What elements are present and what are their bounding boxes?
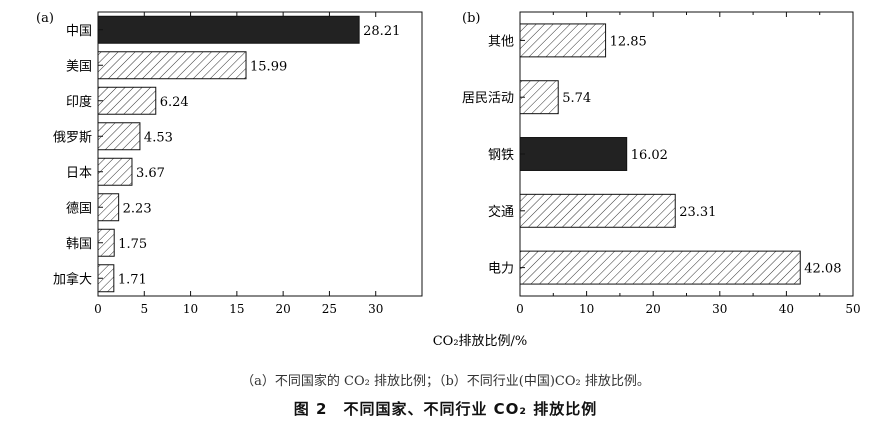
bar-a-1 xyxy=(97,51,247,80)
x-tick-label-b-0: 0 xyxy=(516,302,524,316)
y-tick-label-b-0: 其他 xyxy=(488,34,514,49)
data-label-a-3: 4.53 xyxy=(144,130,173,145)
chart-panel-b: (b) 0 10 20 30 40 50 其他 12.85 居民活动 5.74 钢铁 16.02 交通 23… xyxy=(462,11,861,316)
y-tick-label-a-2: 印度 xyxy=(66,94,92,110)
y-tick-label-b-2: 钢铁 xyxy=(488,148,514,163)
data-label-a-4: 3.67 xyxy=(136,166,165,181)
panel-label-b: (b) xyxy=(462,11,480,26)
y-tick-label-a-7: 加拿大 xyxy=(53,271,92,287)
figure-subcaption: （a）不同国家的 CO₂ 排放比例；（b）不同行业(中国)CO₂ 排放比例。 xyxy=(241,374,650,389)
figure-canvas: (a) 0 5 10 15 20 25 30 中国 28.21 美国 15.99 印度 6.24 俄罗斯 4.… xyxy=(36,11,861,349)
bar-b-4 xyxy=(519,250,801,285)
x-tick-label-b-40: 40 xyxy=(779,302,794,316)
data-label-a-2: 6.24 xyxy=(160,95,189,110)
bar-b-1 xyxy=(519,80,559,115)
y-tick-label-a-6: 韩国 xyxy=(66,237,92,252)
y-tick-label-a-1: 美国 xyxy=(66,59,92,74)
x-tick-label-a-25: 25 xyxy=(322,302,337,316)
y-tick-label-b-1: 居民活动 xyxy=(462,91,514,106)
x-tick-label-a-15: 15 xyxy=(229,302,244,316)
y-tick-label-a-5: 德国 xyxy=(66,201,92,216)
bar-a-2 xyxy=(97,86,157,115)
y-tick-label-a-3: 俄罗斯 xyxy=(53,130,92,145)
bar-b-3 xyxy=(519,193,676,228)
plot-frame-a xyxy=(97,11,423,297)
x-tick-label-a-10: 10 xyxy=(183,302,198,316)
bar-b-0 xyxy=(519,23,607,58)
y-tick-label-b-3: 交通 xyxy=(488,204,514,220)
x-axis-label: CO₂排放比例/% xyxy=(433,334,528,349)
x-tick-label-b-30: 30 xyxy=(712,302,727,316)
y-tick-label-a-4: 日本 xyxy=(66,166,92,181)
x-tick-label-b-50: 50 xyxy=(845,302,860,316)
data-label-a-1: 15.99 xyxy=(250,59,287,74)
x-tick-label-a-30: 30 xyxy=(368,302,383,316)
x-tick-label-b-20: 20 xyxy=(646,302,661,316)
data-label-b-3: 23.31 xyxy=(679,205,716,220)
x-tick-label-b-10: 10 xyxy=(579,302,594,316)
figure-caption: 图 2 不同国家、不同行业 CO₂ 排放比例 xyxy=(293,400,598,418)
bar-b-2 xyxy=(519,137,628,171)
panel-label-a: (a) xyxy=(36,11,54,26)
bar-a-3 xyxy=(97,122,141,151)
bar-a-0 xyxy=(97,15,360,44)
data-label-b-4: 42.08 xyxy=(804,262,841,277)
data-label-b-0: 12.85 xyxy=(610,34,647,49)
x-tick-label-a-20: 20 xyxy=(276,302,291,316)
data-label-a-0: 28.21 xyxy=(363,24,400,39)
y-tick-label-a-0: 中国 xyxy=(66,24,92,39)
data-label-b-2: 16.02 xyxy=(631,148,668,163)
y-tick-label-b-4: 电力 xyxy=(488,262,514,277)
data-label-a-6: 1.75 xyxy=(118,237,147,252)
data-label-a-5: 2.23 xyxy=(123,201,152,216)
bar-a-4 xyxy=(97,157,133,186)
chart-panel-a: (a) 0 5 10 15 20 25 30 中国 28.21 美国 15.99 印度 6.24 俄罗斯 4.… xyxy=(36,11,423,316)
data-label-a-7: 1.71 xyxy=(118,272,147,287)
x-tick-label-a-0: 0 xyxy=(94,302,102,316)
x-tick-label-a-5: 5 xyxy=(140,302,148,316)
data-label-b-1: 5.74 xyxy=(562,91,591,106)
